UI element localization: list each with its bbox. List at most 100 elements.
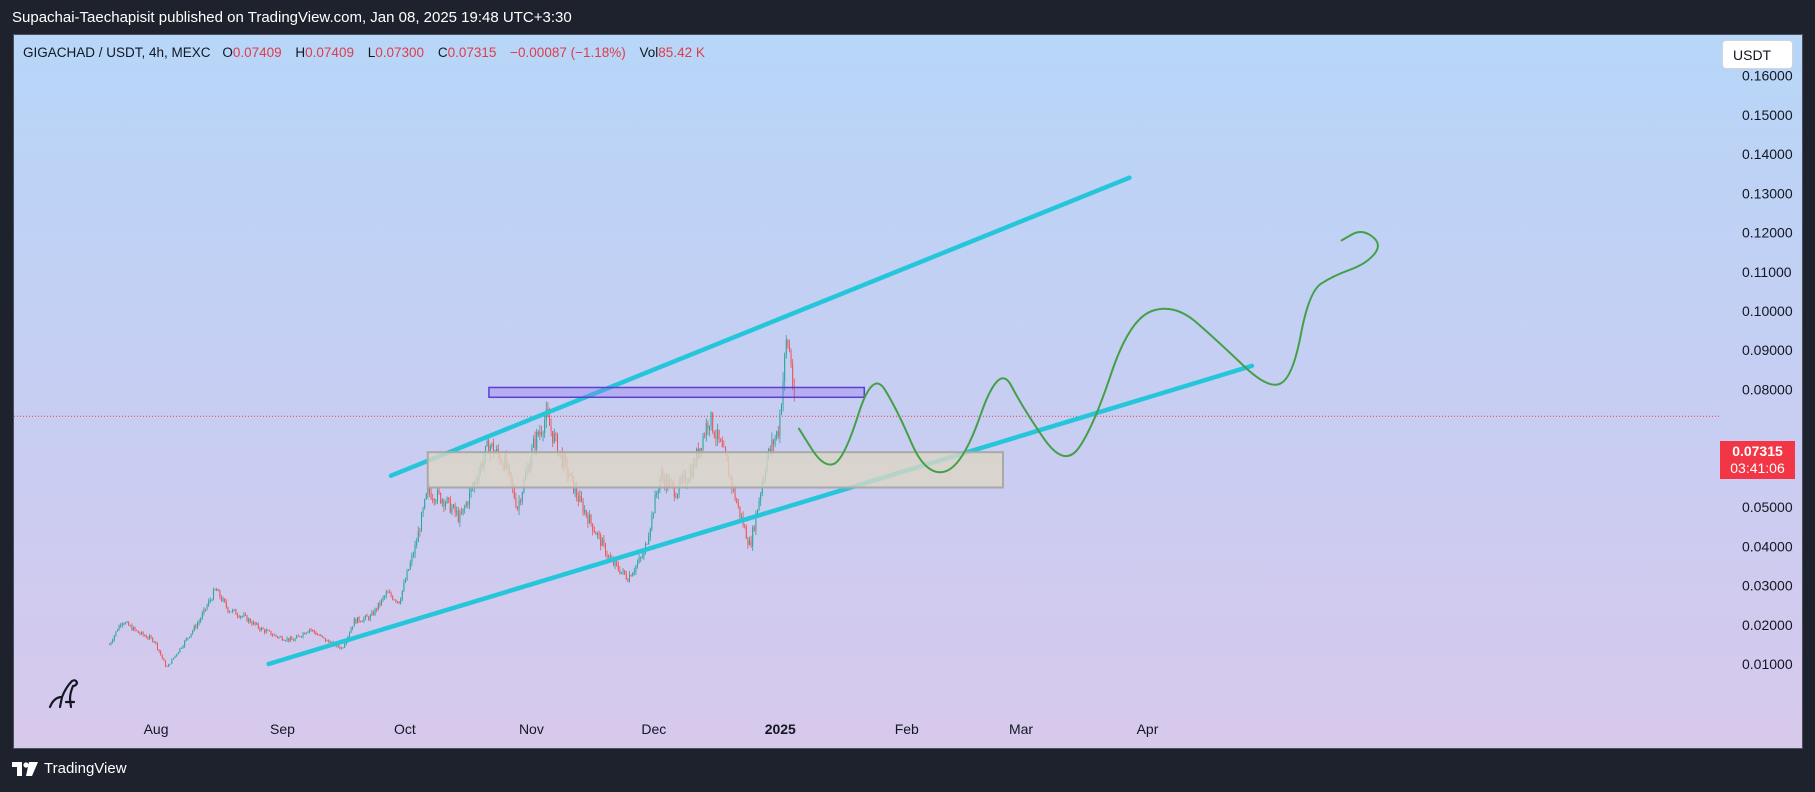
- candle-body-17: [136, 629, 138, 631]
- candle-body-104: [275, 634, 277, 637]
- change-value: −0.00087 (−1.18%): [510, 45, 626, 60]
- candle-body-130: [316, 634, 318, 636]
- candle-body-401: [750, 540, 752, 547]
- candle-body-378: [713, 432, 715, 437]
- candle-body-397: [744, 525, 746, 527]
- candle-body-312: [608, 555, 610, 557]
- candle-body-196: [422, 508, 424, 514]
- candle-body-391: [734, 487, 736, 500]
- candle-body-128: [313, 630, 315, 633]
- candle-body-133: [321, 635, 323, 637]
- candle-body-413: [769, 448, 771, 452]
- candle-body-73: [225, 601, 227, 608]
- candle-body-414: [771, 440, 773, 452]
- candle-body-61: [206, 605, 208, 610]
- candle-body-342: [656, 493, 658, 495]
- candle-body-341: [654, 494, 656, 514]
- candle-body-177: [392, 596, 394, 600]
- candle-body-55: [196, 623, 198, 628]
- candle-body-355: [676, 494, 678, 498]
- candle-body-354: [675, 496, 677, 498]
- candle-body-203: [433, 499, 435, 502]
- candle-body-425: [788, 345, 790, 351]
- candle-body-107: [280, 636, 282, 638]
- volume-value: 85.42 K: [658, 45, 705, 60]
- candle-body-310: [604, 543, 606, 555]
- candle-body-269: [539, 432, 541, 436]
- candle-body-54: [195, 625, 197, 628]
- candle-body-256: [518, 500, 520, 510]
- candle-body-94: [259, 628, 261, 631]
- candle-body-25: [148, 635, 150, 639]
- candle-body-385: [724, 447, 726, 455]
- candle-body-98: [265, 630, 267, 633]
- price-chart[interactable]: 0.16000 0.15000 0.14000 0.13000 0.12000 0.110…: [14, 35, 1802, 748]
- candle-body-237: [488, 440, 490, 454]
- chart-panel[interactable]: 0.16000 0.15000 0.14000 0.13000 0.12000 0.110…: [13, 34, 1803, 749]
- candle-body-343: [657, 490, 659, 494]
- candle-body-42: [176, 654, 178, 656]
- candle-body-96: [262, 627, 264, 630]
- candle-body-417: [776, 431, 778, 438]
- candle-body-154: [355, 618, 357, 624]
- candle-body-185: [404, 579, 406, 583]
- candle-body-36: [166, 666, 168, 668]
- bar-countdown: 03:41:06: [1730, 460, 1785, 476]
- candle-body-111: [286, 638, 288, 641]
- candle-body-26: [150, 635, 152, 638]
- candle-body-145: [340, 647, 342, 649]
- candle-body-137: [328, 640, 330, 642]
- candle-body-62: [208, 600, 210, 606]
- candle-body-307: [600, 534, 602, 547]
- currency-selector[interactable]: USDT: [1722, 40, 1793, 69]
- candle-body-322: [624, 570, 626, 575]
- candle-body-188: [409, 562, 411, 570]
- candle-body-102: [272, 635, 274, 636]
- y-tick-label-7: 0.09000: [1742, 342, 1793, 358]
- candle-body-333: [641, 556, 643, 558]
- last-price-tag: 0.07315 03:41:06: [1720, 441, 1795, 479]
- candle-body-161: [366, 615, 368, 617]
- candle-body-168: [377, 602, 379, 610]
- candle-body-46: [182, 646, 184, 648]
- candle-body-337: [648, 536, 650, 545]
- candle-body-214: [451, 507, 453, 513]
- candle-body-35: [164, 660, 166, 667]
- y-tick-label-8: 0.08000: [1742, 381, 1793, 397]
- candle-body-427: [792, 364, 794, 387]
- candle-body-266: [534, 438, 536, 449]
- candle-body-166: [374, 608, 376, 615]
- candle-body-319: [619, 569, 621, 574]
- y-tick-label-3: 0.13000: [1742, 185, 1793, 201]
- candle-body-238: [489, 446, 491, 454]
- candle-body-416: [774, 437, 776, 445]
- projected-path-curve: [798, 231, 1379, 474]
- candle-body-165: [372, 612, 374, 615]
- candle-body-298: [585, 510, 587, 516]
- y-tick-label-12: 0.03000: [1742, 578, 1793, 594]
- candle-body-208: [441, 499, 443, 504]
- candle-body-206: [438, 490, 440, 494]
- candle-body-135: [324, 637, 326, 642]
- candle-body-221: [462, 508, 464, 514]
- candle-body-370: [700, 448, 702, 450]
- symbol-label[interactable]: GIGACHAD / USDT, 4h, MEXC: [23, 45, 211, 60]
- open-label: O: [222, 45, 233, 60]
- candle-body-189: [411, 555, 413, 563]
- candle-body-10: [124, 622, 126, 625]
- candle-body-80: [236, 614, 238, 617]
- candle-body-95: [260, 627, 262, 631]
- candle-body-236: [486, 440, 488, 446]
- candle-body-415: [772, 440, 774, 445]
- candle-body-428: [793, 386, 795, 397]
- candle-body-109: [283, 640, 285, 641]
- candle-body-30: [156, 642, 158, 650]
- candle-body-267: [536, 431, 538, 449]
- candle-body-110: [284, 640, 286, 642]
- candle-body-8: [121, 623, 123, 626]
- candle-body-88: [249, 618, 251, 623]
- candle-body-195: [420, 513, 422, 532]
- candle-body-70: [220, 597, 222, 601]
- candle-body-147: [344, 644, 346, 648]
- candle-body-6: [118, 625, 120, 631]
